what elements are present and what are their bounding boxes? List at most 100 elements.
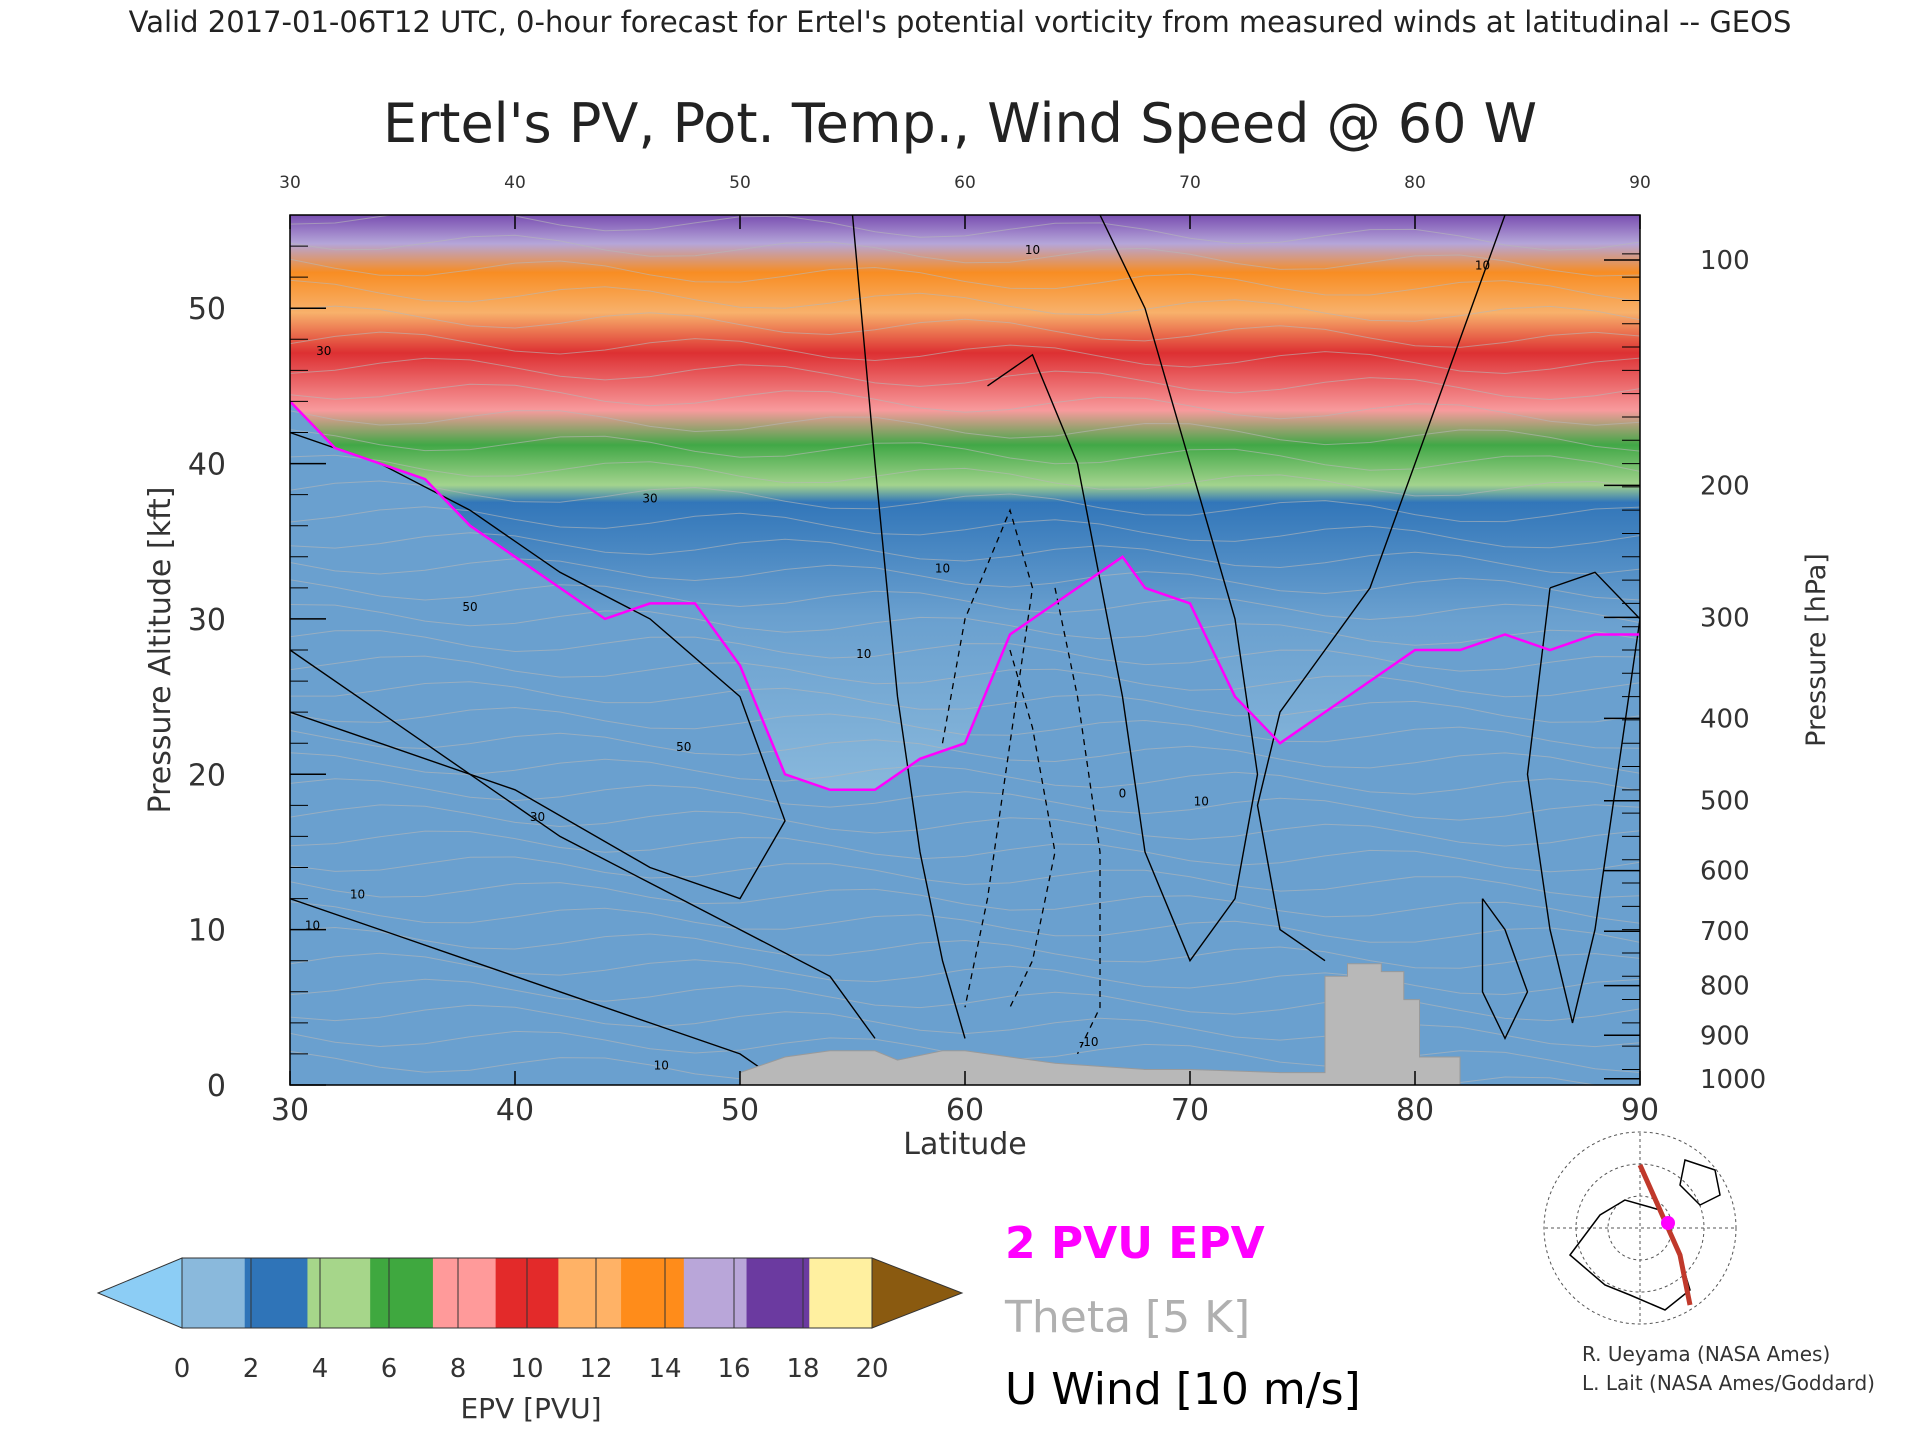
theta-line (290, 480, 1640, 523)
colorbar-segment (558, 1258, 622, 1328)
theta-line (290, 901, 1640, 943)
wind-contour (1526, 571, 1640, 1024)
theta-line (290, 856, 1640, 899)
theta-line (290, 383, 1640, 426)
theta-line (290, 234, 1640, 277)
colorbar-tick-label: 14 (648, 1354, 681, 1384)
colorbar-tick-label: 12 (579, 1354, 612, 1384)
legend-2pvu: 2 PVU EPV (1005, 1218, 1265, 1269)
wind-contour (1481, 898, 1529, 1041)
pressure-tick-label: 200 (1700, 471, 1750, 501)
colorbar-segment (809, 1258, 873, 1328)
wind-contour-label: 10 (1475, 258, 1490, 272)
wind-contour-label: 10 (1025, 243, 1040, 257)
theta-line (290, 579, 1640, 624)
colorbar-segment (244, 1258, 308, 1328)
x-tick-label: 70 (1171, 1093, 1209, 1128)
theta-line (290, 331, 1640, 375)
pressure-tick-label: 300 (1700, 603, 1750, 633)
theta-line (290, 926, 1640, 969)
theta-line (290, 830, 1640, 873)
wind-contour (1256, 215, 1506, 962)
wind-contour-label: 10 (856, 647, 871, 661)
theta-line (290, 752, 1640, 795)
y-tick-label: 30 (188, 603, 226, 638)
wind-contour-label: 0 (1119, 787, 1127, 801)
x-axis-label: Latitude (903, 1127, 1026, 1162)
x-tick-label-top: 90 (1629, 173, 1651, 193)
colorbar-tick-label: 0 (174, 1354, 191, 1384)
y2-axis-label: Pressure [hPa] (1801, 553, 1832, 747)
y-tick-label: 40 (188, 448, 226, 483)
wind-contour-label: 10 (935, 561, 950, 575)
legend-u-wind: U Wind [10 m/s] (1005, 1364, 1361, 1415)
y-tick-label: 10 (188, 914, 226, 949)
x-tick-label-top: 70 (1179, 173, 1201, 193)
header-text: Valid 2017-01-06T12 UTC, 0-hour forecast… (129, 5, 1792, 39)
pressure-tick-label: 600 (1700, 857, 1750, 887)
pressure-tick-label: 900 (1700, 1021, 1750, 1051)
wind-contour-label: -10 (1079, 1035, 1099, 1049)
theta-line (290, 558, 1640, 601)
pressure-tick-label: 500 (1700, 787, 1750, 817)
axes: 3030404050506060707080809090010203040501… (188, 173, 1766, 1128)
wind-contour-label: 10 (350, 888, 365, 902)
x-tick-label: 60 (946, 1093, 984, 1128)
colorbar-over-arrow (871, 1257, 964, 1329)
topography (739, 963, 1461, 1085)
wind-contour-label: 50 (462, 600, 477, 614)
x-tick-label: 40 (496, 1093, 534, 1128)
x-tick-label-top: 60 (954, 173, 976, 193)
pressure-tick-label: 700 (1700, 917, 1750, 947)
x-tick-label: 30 (271, 1093, 309, 1128)
theta-line (290, 730, 1640, 774)
x-tick-label: 50 (721, 1093, 759, 1128)
colorbar-tick-label: 2 (243, 1354, 260, 1384)
colorbar-segment (370, 1258, 434, 1328)
wind-contour (290, 431, 786, 900)
theta-line (290, 881, 1640, 924)
x-tick-label: 90 (1621, 1093, 1659, 1128)
wind-contour-label: 10 (654, 1058, 669, 1072)
colorbar-tick-label: 10 (510, 1354, 543, 1384)
theta-line (290, 630, 1640, 672)
colorbar-segment (182, 1258, 246, 1328)
theta-line (290, 410, 1640, 452)
colorbar-segment (683, 1258, 748, 1328)
wind-contour-label: 30 (642, 491, 657, 505)
pressure-tick-label: 800 (1700, 972, 1750, 1002)
colorbar-segment (432, 1258, 497, 1328)
theta-line (290, 952, 1640, 996)
wind-contour-label: 30 (530, 810, 545, 824)
theta-lines (290, 215, 1640, 1085)
inset-map (1543, 1131, 1737, 1325)
x-tick-label-top: 50 (729, 173, 751, 193)
wind-contour-label: 50 (676, 740, 691, 754)
colorbar-tick-label: 6 (381, 1354, 398, 1384)
theta-line (290, 258, 1640, 302)
theta-line (290, 706, 1640, 749)
wind-contour (987, 215, 1259, 963)
wind-contour-negative (941, 508, 1034, 1008)
colorbar-tick-label: 20 (855, 1354, 888, 1384)
chart-title: Ertel's PV, Pot. Temp., Wind Speed @ 60 … (383, 92, 1537, 155)
y-tick-label: 20 (188, 758, 226, 793)
pv-upper-field (290, 215, 1640, 790)
x-tick-label-top: 40 (504, 173, 526, 193)
theta-line (290, 305, 1640, 348)
colorbar-tick-label: 8 (450, 1354, 467, 1384)
x-tick-label-top: 80 (1404, 173, 1426, 193)
colorbar-tick-label: 16 (717, 1354, 750, 1384)
legend-theta: Theta [5 K] (1004, 1292, 1250, 1343)
colorbar-segment (621, 1258, 685, 1328)
pressure-tick-label: 1000 (1700, 1065, 1766, 1095)
theta-line (290, 681, 1640, 723)
colorbar-tick-label: 4 (312, 1354, 329, 1384)
theta-line (290, 804, 1640, 847)
theta-line (290, 454, 1640, 497)
y-axis-label: Pressure Altitude [kft] (143, 487, 178, 814)
wind-contour (851, 215, 966, 1039)
colorbar: 0 2 4 6 8 10 12 14 16 18 20 (96, 1257, 964, 1384)
theta-line (290, 506, 1640, 549)
